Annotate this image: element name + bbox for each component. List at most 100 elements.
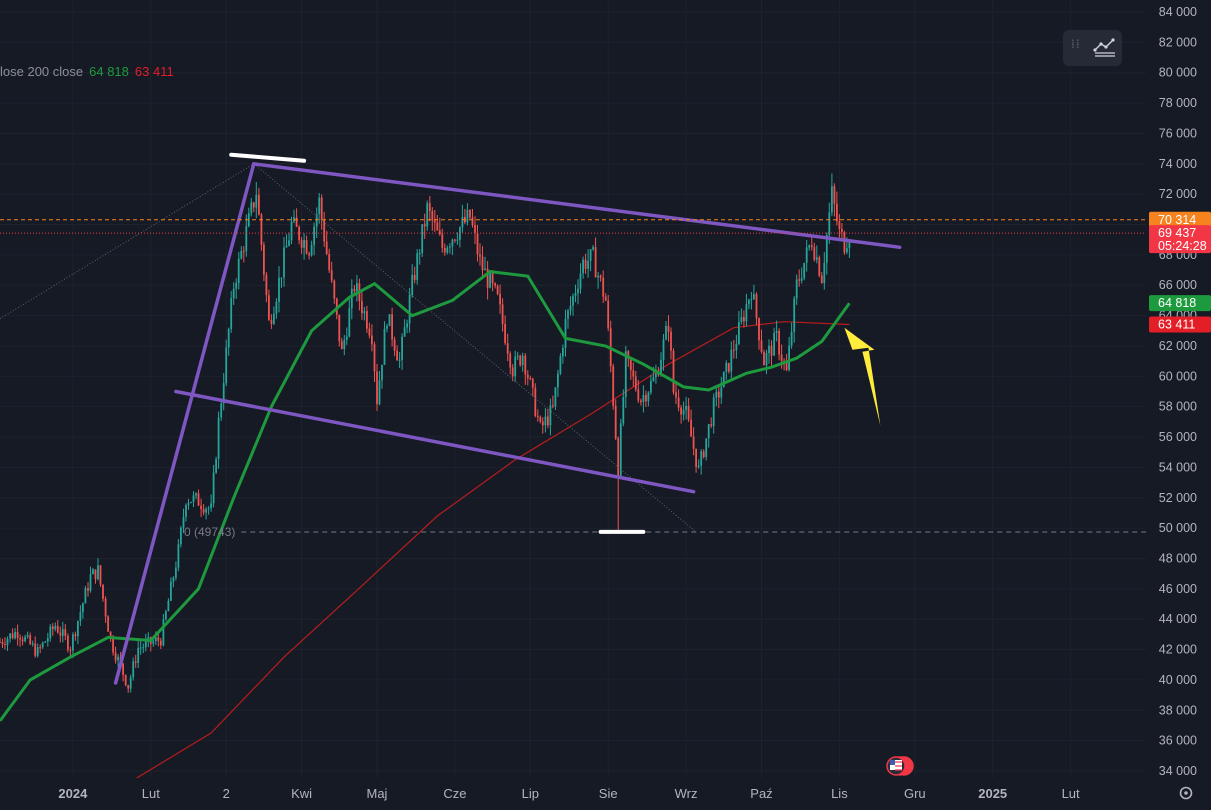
candle[interactable] [260, 212, 263, 251]
candle[interactable] [202, 504, 205, 516]
candle[interactable] [552, 395, 554, 409]
candle[interactable] [31, 640, 34, 647]
candle[interactable] [788, 336, 790, 372]
candle[interactable] [702, 449, 705, 459]
candle[interactable] [803, 262, 806, 281]
candle[interactable] [44, 640, 47, 643]
indicator-legend[interactable]: lose 200 close 64 818 63 411 [0, 64, 174, 79]
candle[interactable] [501, 298, 504, 332]
candle[interactable] [504, 315, 506, 345]
candle[interactable] [36, 643, 39, 658]
candle[interactable] [398, 352, 401, 369]
candle[interactable] [441, 228, 444, 253]
candle[interactable] [84, 585, 87, 604]
candle[interactable] [142, 643, 145, 653]
candle[interactable] [413, 266, 416, 284]
candle[interactable] [288, 232, 290, 247]
candle[interactable] [222, 373, 225, 411]
candle[interactable] [456, 232, 459, 245]
candle[interactable] [263, 241, 265, 281]
candle[interactable] [758, 317, 760, 350]
candle[interactable] [102, 584, 104, 602]
candle[interactable] [67, 633, 69, 653]
candle[interactable] [99, 565, 102, 587]
candle[interactable] [107, 615, 109, 632]
candle[interactable] [685, 397, 687, 420]
candle[interactable] [459, 226, 461, 248]
candle[interactable] [732, 339, 735, 359]
candle[interactable] [841, 223, 843, 239]
candle[interactable] [92, 568, 94, 575]
candle[interactable] [363, 307, 366, 321]
candle[interactable] [295, 208, 298, 227]
candle[interactable] [388, 314, 391, 327]
candle[interactable] [373, 341, 376, 382]
candle[interactable] [509, 351, 512, 375]
candle[interactable] [484, 256, 486, 271]
candle[interactable] [622, 389, 625, 427]
drawings[interactable]: 0 (49743) [0, 0, 1146, 685]
candle[interactable] [514, 350, 517, 383]
candle[interactable] [567, 308, 569, 329]
candle[interactable] [361, 291, 363, 320]
candle[interactable] [345, 327, 348, 345]
candle[interactable] [378, 371, 381, 406]
candle[interactable] [381, 364, 383, 389]
candle[interactable] [582, 256, 584, 279]
candle[interactable] [526, 370, 529, 386]
candle[interactable] [748, 298, 750, 310]
candle[interactable] [255, 182, 258, 219]
candle[interactable] [180, 526, 182, 548]
candle[interactable] [516, 351, 519, 361]
candle[interactable] [710, 417, 713, 429]
candle[interactable] [655, 364, 657, 384]
y-axis[interactable]: 34 000 36 000 38 000 40 000 42 000 44 000 46 0… [1146, 0, 1211, 810]
channel-top-line[interactable] [252, 162, 902, 250]
candle[interactable] [778, 328, 780, 361]
candle[interactable] [763, 349, 765, 366]
candle[interactable] [848, 239, 851, 259]
candle[interactable] [562, 344, 564, 364]
candles[interactable] [0, 173, 851, 693]
candle[interactable] [587, 249, 589, 278]
candle[interactable] [9, 633, 11, 643]
candle[interactable] [416, 249, 419, 285]
candle[interactable] [1, 638, 4, 648]
candle[interactable] [127, 684, 130, 693]
candle[interactable] [56, 620, 59, 634]
candle[interactable] [197, 489, 200, 506]
channel-bottom-line[interactable] [174, 389, 696, 494]
candle[interactable] [144, 633, 147, 652]
candle[interactable] [275, 298, 278, 319]
candle[interactable] [838, 214, 841, 238]
candle[interactable] [727, 362, 730, 374]
candle[interactable] [220, 399, 223, 421]
candle[interactable] [690, 409, 692, 437]
candle[interactable] [230, 290, 233, 333]
candle[interactable] [640, 398, 642, 406]
candle[interactable] [607, 295, 610, 331]
candle[interactable] [584, 253, 587, 274]
candle[interactable] [195, 492, 197, 500]
candle[interactable] [451, 238, 454, 256]
candle[interactable] [185, 503, 187, 522]
candle[interactable] [418, 249, 421, 265]
candle[interactable] [170, 577, 172, 602]
candle[interactable] [232, 282, 235, 305]
settings-icon[interactable] [1179, 786, 1193, 800]
candle[interactable] [11, 628, 14, 640]
candle[interactable] [564, 309, 567, 357]
candle[interactable] [49, 624, 52, 642]
candle[interactable] [443, 243, 446, 256]
drawing-toolbox[interactable]: ⁞⁞ [1063, 30, 1122, 66]
candle[interactable] [114, 646, 117, 664]
candle[interactable] [124, 674, 127, 687]
candle[interactable] [554, 387, 557, 410]
candle[interactable] [187, 498, 190, 510]
candle[interactable] [469, 209, 471, 219]
candle[interactable] [175, 561, 177, 581]
candle[interactable] [667, 315, 670, 342]
candle[interactable] [268, 289, 270, 321]
candle[interactable] [24, 634, 26, 643]
candle[interactable] [599, 274, 602, 282]
